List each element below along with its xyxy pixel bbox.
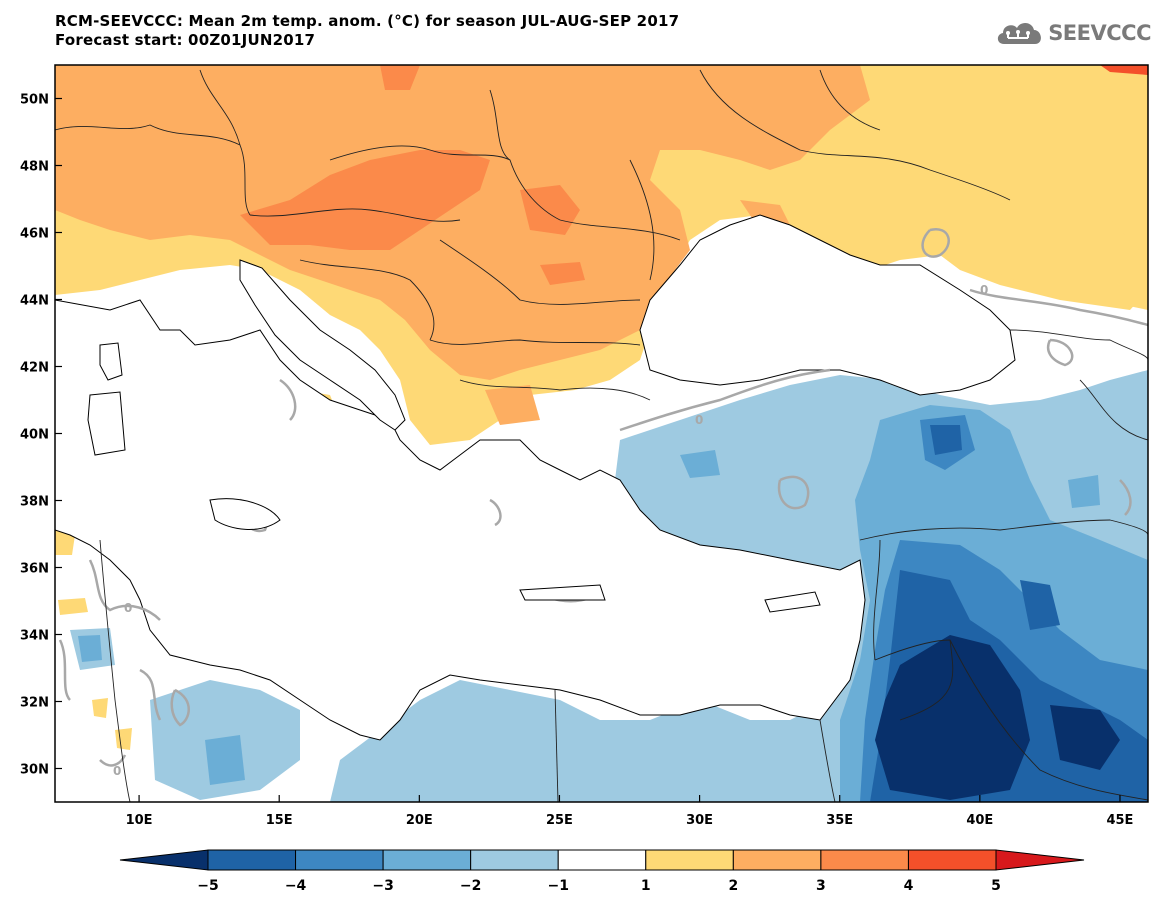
anomaly-region-4-5 [1100, 65, 1148, 75]
anomaly-region-neg2-neg3 [78, 635, 102, 662]
anomaly-region-3-4 [380, 65, 420, 90]
map-canvas: 0 0 0 0 [55, 65, 1148, 802]
anomaly-region-2-3 [55, 65, 870, 380]
lat-tick-label: 42N [20, 361, 49, 376]
colorbar-segment [119, 849, 209, 871]
lat-tick-label: 50N [20, 93, 49, 108]
colorbar-label: −4 [285, 878, 307, 894]
colorbar: −5 −4 −3 −2 −1 1 2 3 4 5 [119, 849, 1085, 894]
colorbar-label: −3 [372, 878, 393, 894]
anomaly-region-1-2 [115, 728, 132, 750]
lat-tick-label: 34N [20, 629, 49, 644]
contour-label: 0 [124, 601, 132, 615]
lat-tick-label: 46N [20, 227, 49, 242]
cloud-logo-icon [998, 22, 1042, 44]
anomaly-region-lt-neg5 [875, 635, 1030, 800]
country-borders [55, 69, 1148, 802]
anomaly-region-1-2 [990, 195, 1148, 310]
anomaly-region-neg2-neg3 [205, 735, 245, 785]
colorbar-label: 2 [728, 878, 738, 894]
lon-tick-label: 35E [826, 813, 853, 828]
logo-text: SEEVCCC [1048, 21, 1151, 45]
anomaly-region-neg2-neg3 [1068, 475, 1100, 508]
anomaly-region-neg2-neg3 [680, 450, 720, 478]
anomaly-region-1-2 [55, 530, 75, 555]
colorbar-label: −2 [460, 878, 481, 894]
adriatic-sea [239, 259, 406, 431]
colorbar-segment [732, 849, 822, 871]
anomaly-region-2-3 [485, 385, 540, 425]
lat-tick-label: 32N [20, 696, 49, 711]
colorbar-label: −1 [547, 878, 568, 894]
anomaly-region-3-4 [520, 185, 580, 235]
title-line-1: RCM-SEEVCCC: Mean 2m temp. anom. (°C) fo… [55, 12, 680, 30]
anomaly-region-1-2 [58, 598, 88, 615]
colorbar-segment [207, 849, 297, 871]
colorbar-segment [382, 849, 472, 871]
lon-tick-label: 15E [266, 813, 293, 828]
title-line-2: Forecast start: 00Z01JUN2017 [55, 31, 316, 49]
lat-tick-label: 30N [20, 763, 49, 778]
contour-label: 0 [980, 283, 988, 297]
anomaly-region-3-4 [540, 262, 585, 285]
lat-tick-label: 36N [20, 562, 49, 577]
seevccc-logo: SEEVCCC [994, 18, 1151, 48]
colorbar-label: 1 [641, 878, 651, 894]
colorbar-segment [295, 849, 384, 871]
map-title: RCM-SEEVCCC: Mean 2m temp. anom. (°C) fo… [55, 12, 679, 50]
longitude-axis: 10E 15E 20E 25E 30E 35E 40E 45E [126, 795, 1133, 828]
lon-tick-label: 20E [406, 813, 433, 828]
contour-label: 0 [695, 413, 703, 427]
black-sea [639, 214, 1016, 396]
colorbar-segment [907, 849, 997, 871]
lon-tick-label: 30E [686, 813, 713, 828]
anomaly-region-lt-neg5 [1050, 705, 1120, 770]
lon-tick-label: 25E [546, 813, 573, 828]
lon-tick-label: 10E [126, 813, 153, 828]
colorbar-segment [470, 849, 559, 871]
lon-tick-label: 45E [1106, 813, 1133, 828]
contour-label: 0 [113, 764, 121, 778]
lon-tick-label: 40E [966, 813, 993, 828]
colorbar-segment [557, 849, 647, 871]
colorbar-label: 3 [816, 878, 826, 894]
colorbar-label: −5 [197, 878, 218, 894]
lat-tick-label: 44N [20, 294, 49, 309]
lat-tick-label: 48N [20, 160, 49, 175]
lat-tick-label: 38N [20, 495, 49, 510]
anomaly-region-neg4-neg5 [1020, 580, 1060, 630]
colorbar-label: 4 [904, 878, 914, 894]
colorbar-segment [995, 849, 1085, 871]
anomaly-region-1-2 [92, 698, 108, 718]
colorbar-segment [820, 849, 909, 871]
colorbar-segment [645, 849, 734, 871]
anomaly-region-3-4 [240, 150, 490, 250]
lat-tick-label: 40N [20, 428, 49, 443]
latitude-axis: 50N 48N 46N 44N 42N 40N 38N 36N 34N 32N 30N [20, 93, 62, 778]
islands [87, 342, 821, 613]
anomaly-region-neg4-neg5 [930, 425, 962, 455]
colorbar-label: 5 [991, 878, 1001, 894]
mediterranean-sea [55, 299, 866, 741]
